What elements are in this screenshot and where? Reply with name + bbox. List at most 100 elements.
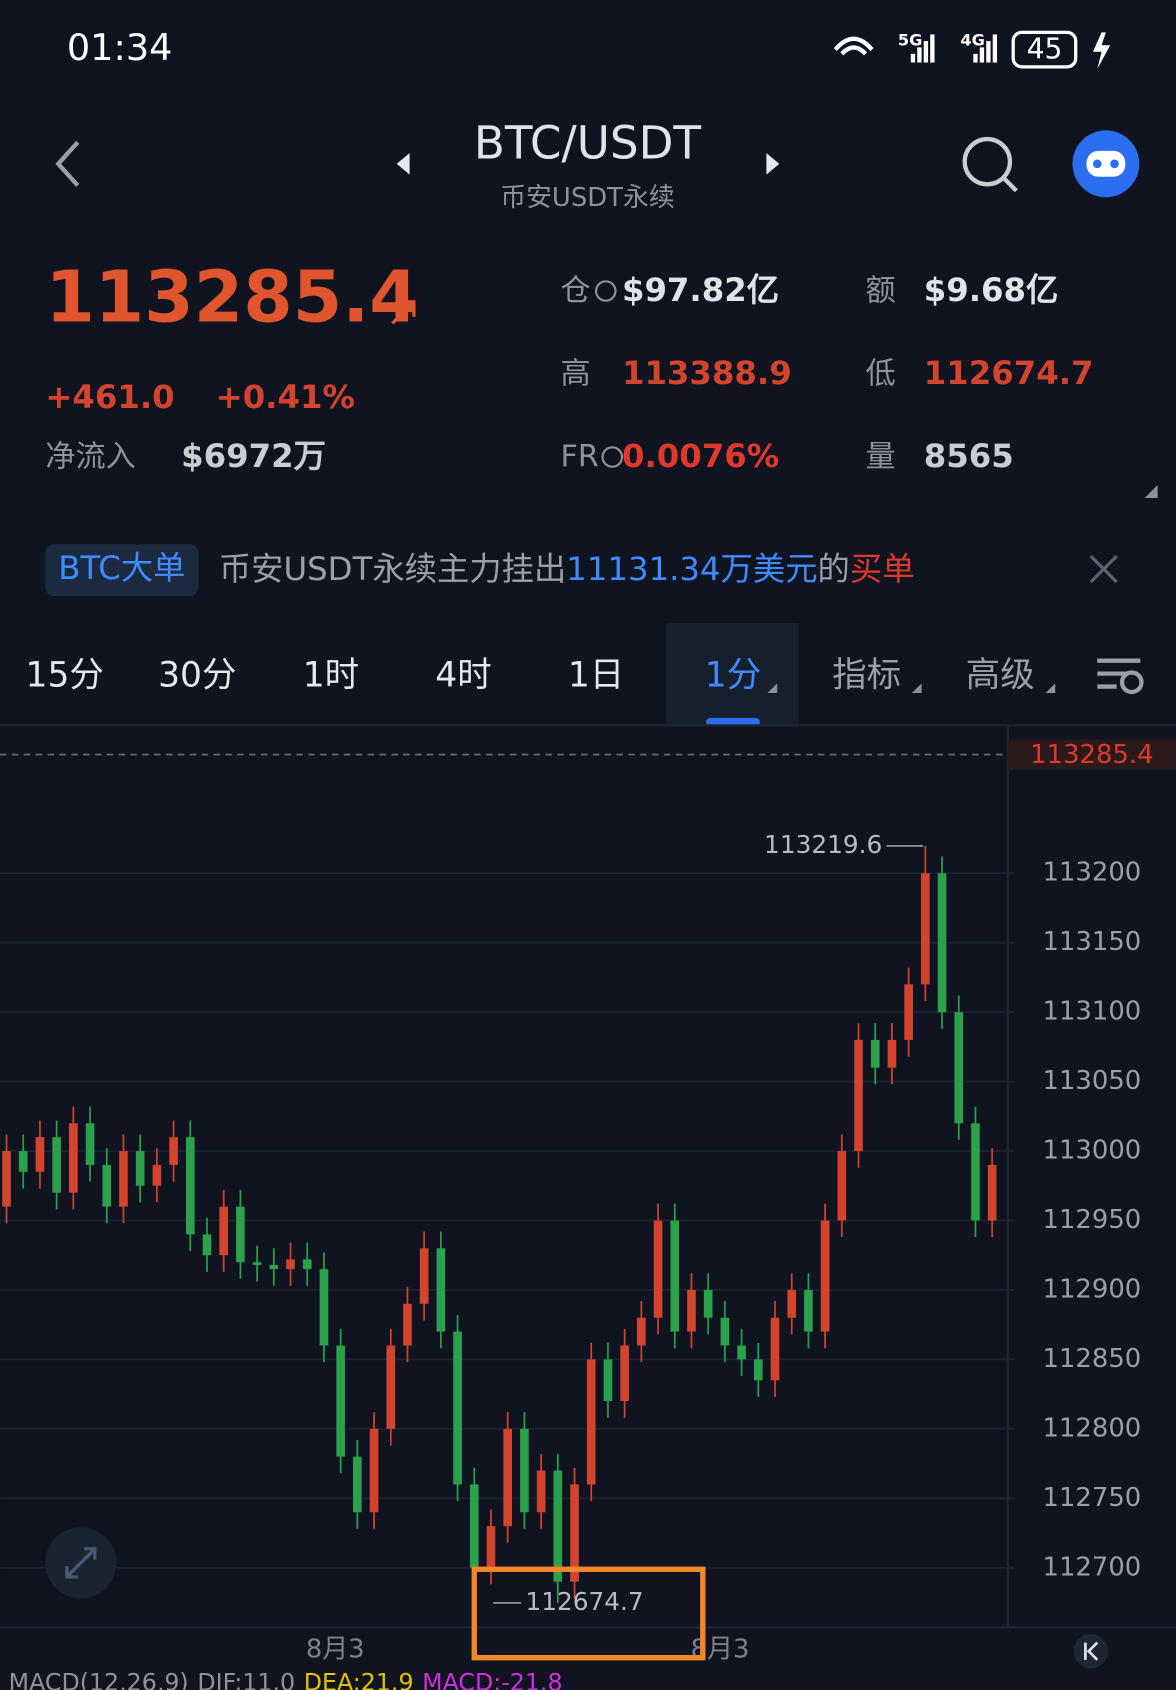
candle-body	[971, 1123, 980, 1221]
candle-body	[219, 1206, 229, 1256]
battery-level: 45	[1027, 33, 1063, 66]
candle-body	[135, 1151, 145, 1186]
candle-body	[887, 1039, 897, 1068]
candle-body	[620, 1345, 629, 1402]
active-tab-bg	[666, 622, 799, 726]
candle-body	[703, 1289, 713, 1318]
stat-value: 0.0076%	[622, 437, 779, 475]
candle-body	[35, 1137, 45, 1172]
candle-body	[453, 1331, 462, 1485]
candle-body	[987, 1164, 997, 1221]
candle-body	[469, 1484, 479, 1568]
candle-body	[102, 1164, 112, 1207]
candle-body	[119, 1151, 128, 1207]
back-button[interactable]	[55, 140, 80, 187]
banner-tag: BTC大单	[58, 549, 185, 587]
candle-body	[787, 1289, 797, 1318]
y-tick-label: 113000	[1043, 1136, 1142, 1166]
prev-pair[interactable]	[396, 153, 410, 175]
tab[interactable]: 1日	[568, 655, 624, 695]
candle-body	[353, 1456, 362, 1513]
candle-body	[236, 1206, 245, 1263]
expand-corner[interactable]	[1144, 485, 1158, 498]
banner-close[interactable]	[1089, 555, 1118, 584]
candle-body	[687, 1289, 696, 1332]
candle-body	[436, 1248, 446, 1332]
y-tick-label: 112800	[1043, 1413, 1142, 1443]
candle-body	[553, 1470, 563, 1582]
banner-message: 币安USDT永续主力挂出11131.34万美元的买单	[219, 550, 915, 588]
candle-body	[921, 873, 930, 985]
candle-body	[820, 1220, 830, 1332]
candle-body	[152, 1164, 162, 1186]
stat-value: $97.82亿	[622, 271, 779, 309]
tab[interactable]: 高级	[966, 655, 1035, 695]
candle-body	[854, 1039, 863, 1152]
candle-body	[520, 1428, 529, 1513]
candlestick-chart: 112700 112750 112800 112850 112900 112950 1130…	[0, 739, 1176, 1665]
candle-body	[536, 1470, 546, 1513]
status-time: 01:34	[67, 26, 173, 69]
y-tick-label: 112950	[1043, 1205, 1142, 1235]
stat-label: 额	[866, 274, 896, 309]
chart-settings[interactable]	[1097, 658, 1141, 689]
last-price-tag	[1007, 739, 1176, 770]
candle-body	[336, 1345, 345, 1457]
candle-body	[954, 1012, 964, 1124]
indicator-dif: DIF:11.0	[197, 1668, 295, 1690]
search-button[interactable]	[962, 136, 1013, 187]
last-price: 113285.4	[45, 255, 418, 338]
tab[interactable]: 15分	[26, 655, 104, 695]
tab[interactable]: 1时	[303, 655, 359, 695]
y-tick-label: 113150	[1043, 927, 1142, 957]
net-inflow: $6972万	[181, 437, 326, 475]
candle-body	[804, 1289, 813, 1332]
banner-amount: 11131.34万美元	[566, 550, 817, 588]
fullscreen-icon	[65, 1547, 97, 1579]
candle-body	[637, 1317, 646, 1346]
net-inflow-label: 净流入	[45, 440, 135, 475]
candle-body	[503, 1428, 513, 1527]
candle-body	[870, 1039, 880, 1068]
banner-side: 买单	[850, 550, 915, 588]
info-icon[interactable]	[595, 280, 617, 302]
pair-subtitle: 币安USDT永续	[500, 183, 675, 213]
candle-body	[937, 873, 947, 1013]
stat-value: 8565	[924, 437, 1014, 475]
stat-value: 113388.9	[622, 354, 792, 392]
stat-label: 高	[561, 357, 591, 392]
banner-tag-bg	[45, 544, 199, 597]
candle-body	[904, 984, 913, 1040]
indicator-line: MACD(12,26,9) DIF:11.0 DEA:21.9 MACD:-21.8	[9, 1668, 563, 1690]
candle-body	[753, 1359, 763, 1381]
candle-body	[720, 1317, 730, 1346]
battery-icon	[1011, 30, 1078, 69]
tab[interactable]: 1分	[705, 655, 761, 695]
candle-body	[386, 1345, 396, 1429]
tab[interactable]: 30分	[158, 655, 236, 695]
candle-body	[770, 1317, 780, 1381]
candle-body	[403, 1303, 412, 1346]
y-tick-label: 113200	[1043, 858, 1142, 888]
x-tick-label: 8月3	[306, 1635, 365, 1665]
next-pair[interactable]	[766, 153, 780, 175]
candle-body	[319, 1269, 329, 1346]
scroll-latest[interactable]	[1073, 1633, 1109, 1669]
candle-body	[169, 1137, 178, 1165]
scroll-latest-icon	[1084, 1641, 1099, 1661]
network-label: 4G	[960, 30, 985, 49]
price-change: +461.0	[45, 378, 174, 416]
candle-body	[586, 1359, 596, 1485]
candle-body	[202, 1234, 212, 1256]
candle-body	[419, 1248, 429, 1304]
tab[interactable]: 指标	[832, 655, 901, 695]
stat-value: $9.68亿	[924, 271, 1059, 309]
stat-value: 112674.7	[924, 354, 1094, 392]
info-icon[interactable]	[601, 446, 624, 468]
tab[interactable]: 4时	[435, 655, 491, 695]
y-tick-label: 113100	[1043, 997, 1142, 1027]
min-label: 112674.7	[525, 1587, 643, 1616]
y-tick-label: 112900	[1043, 1274, 1142, 1304]
avatar-eye	[1092, 159, 1102, 169]
